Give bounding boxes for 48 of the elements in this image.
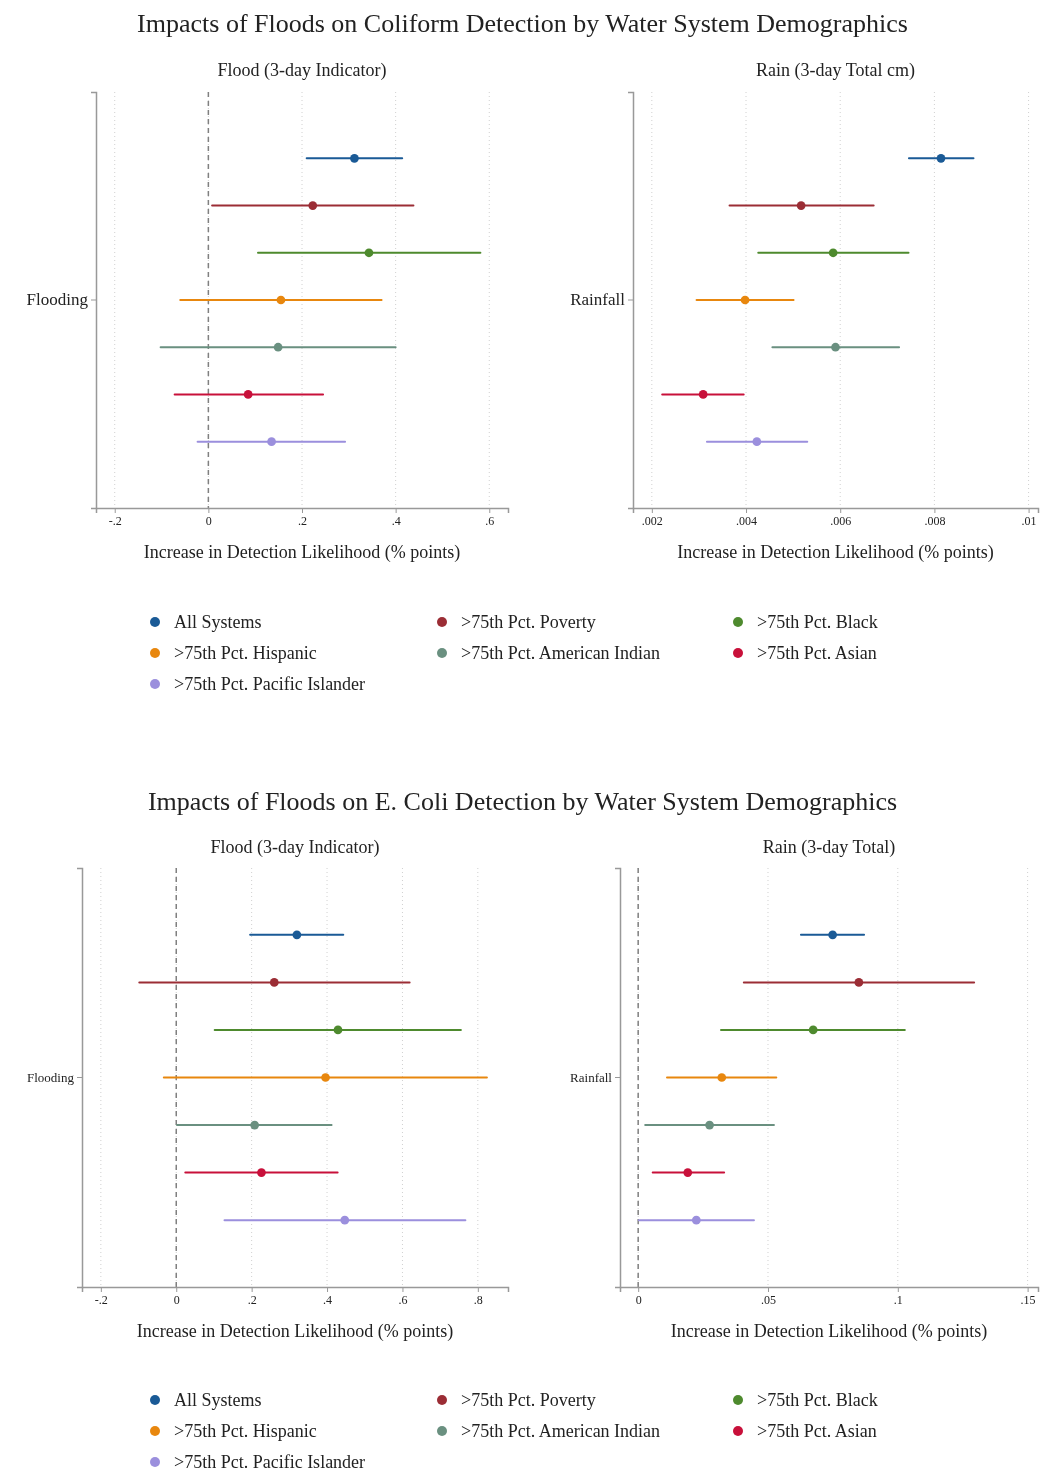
legend-label: >75th Pct. Asian bbox=[757, 643, 877, 663]
x-tick-label: 0 bbox=[205, 513, 212, 528]
x-tick-label: .004 bbox=[736, 513, 758, 528]
chart-subtitle: Flood (3-day Indicator) bbox=[217, 60, 387, 81]
chart-subtitle: Flood (3-day Indicator) bbox=[210, 837, 380, 858]
x-tick-label: .2 bbox=[298, 513, 307, 528]
x-tick-label: .4 bbox=[323, 1292, 333, 1307]
legend-label: >75th Pct. American Indian bbox=[461, 643, 661, 663]
x-tick-label: .008 bbox=[924, 513, 946, 528]
chart-subtitle: Rain (3-day Total cm) bbox=[756, 60, 915, 81]
x-tick-label: 0 bbox=[173, 1292, 180, 1307]
x-tick-label: .01 bbox=[1021, 513, 1037, 528]
x-axis-title: Increase in Detection Likelihood (% points) bbox=[670, 1321, 988, 1342]
chart-title: Impacts of Floods on E. Coli Detection by Water System Demographics bbox=[147, 787, 898, 816]
x-tick-label: .002 bbox=[641, 513, 663, 528]
x-tick-label: -.2 bbox=[94, 1292, 108, 1307]
x-axis-title: Increase in Detection Likelihood (% points) bbox=[677, 542, 994, 563]
y-tick-label: Flooding bbox=[26, 290, 89, 310]
legend-label: >75th Pct. Poverty bbox=[461, 612, 596, 632]
legend-label: >75th Pct. Hispanic bbox=[174, 643, 317, 663]
legend-label: >75th Pct. Poverty bbox=[461, 1390, 596, 1410]
x-tick-label: .2 bbox=[247, 1292, 257, 1307]
x-tick-label: .006 bbox=[830, 513, 852, 528]
legend-label: >75th Pct. Pacific Islander bbox=[174, 1452, 366, 1472]
legend-label: >75th Pct. Hispanic bbox=[174, 1421, 317, 1441]
x-axis-title: Increase in Detection Likelihood (% points) bbox=[136, 1321, 454, 1342]
legend-label: >75th Pct. Black bbox=[757, 1390, 878, 1410]
legend-label: All Systems bbox=[174, 1390, 262, 1410]
y-tick-label: Flooding bbox=[27, 1069, 75, 1085]
x-tick-label: -.2 bbox=[108, 513, 122, 528]
x-tick-label: .4 bbox=[391, 513, 401, 528]
x-tick-label: .05 bbox=[760, 1292, 776, 1307]
x-tick-label: .1 bbox=[893, 1292, 903, 1307]
x-tick-label: .6 bbox=[485, 513, 495, 528]
legend-label: >75th Pct. Black bbox=[757, 612, 878, 632]
legend-label: >75th Pct. American Indian bbox=[461, 1421, 661, 1441]
x-tick-label: .8 bbox=[473, 1292, 483, 1307]
legend-label: >75th Pct. Pacific Islander bbox=[174, 674, 366, 694]
chart-title: Impacts of Floods on Coliform Detection by Water System Demographics bbox=[137, 9, 908, 38]
x-axis-title: Increase in Detection Likelihood (% points) bbox=[143, 542, 461, 563]
x-tick-label: .15 bbox=[1020, 1292, 1036, 1307]
legend-label: >75th Pct. Asian bbox=[757, 1421, 877, 1441]
legend-label: All Systems bbox=[174, 612, 262, 632]
y-tick-label: Rainfall bbox=[570, 290, 626, 310]
chart-subtitle: Rain (3-day Total) bbox=[762, 837, 896, 858]
x-tick-label: .6 bbox=[398, 1292, 408, 1307]
x-tick-label: 0 bbox=[635, 1292, 642, 1307]
y-tick-label: Rainfall bbox=[570, 1069, 613, 1085]
